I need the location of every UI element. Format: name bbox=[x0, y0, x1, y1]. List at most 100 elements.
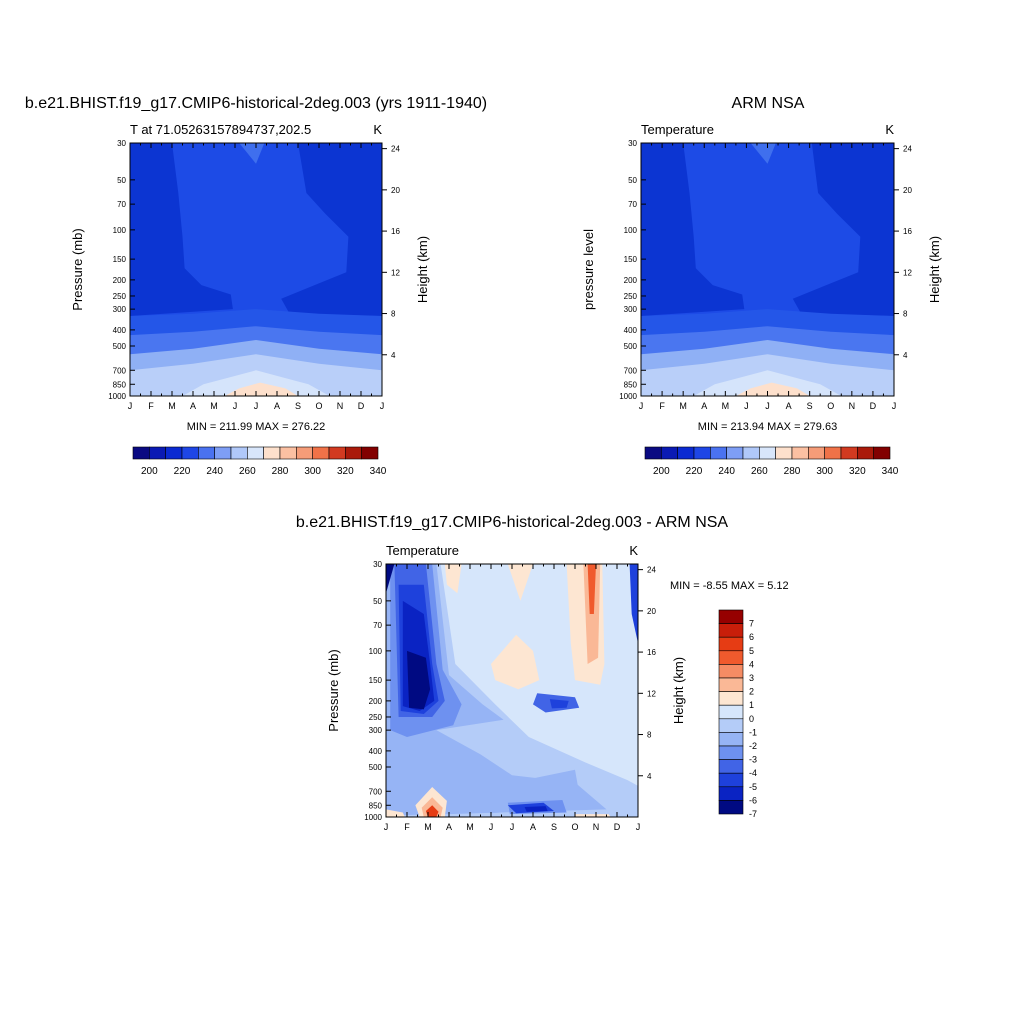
x-tick-label: J bbox=[233, 401, 238, 411]
colorbar-label: 4 bbox=[749, 659, 754, 669]
colorbar-box bbox=[214, 446, 232, 460]
colorbar-box bbox=[718, 609, 744, 624]
temperature-band bbox=[182, 370, 330, 396]
difference-contour bbox=[549, 699, 569, 709]
y-tick-label: 100 bbox=[624, 226, 638, 235]
y-tick-label: 250 bbox=[369, 713, 383, 722]
y2-tick-label: 16 bbox=[391, 227, 400, 236]
x-tick-label: F bbox=[404, 822, 410, 832]
y-tick-label: 500 bbox=[624, 342, 638, 351]
y2-axis-label: Height (km) bbox=[671, 657, 686, 724]
x-tick-label: J bbox=[384, 822, 389, 832]
chart-panel-2: J F M A M J J A S O N D J 30 50 70 100 150 200 250 300 400 500… bbox=[581, 95, 942, 477]
y2-tick-label: 16 bbox=[903, 227, 912, 236]
y-tick-label: 50 bbox=[117, 176, 126, 185]
contour-field bbox=[386, 564, 638, 817]
x-tick-label: J bbox=[380, 401, 385, 411]
colorbar-box bbox=[198, 446, 215, 460]
colorbar-box bbox=[165, 446, 183, 460]
y-tick-label: 850 bbox=[624, 380, 638, 389]
x-tick-label: M bbox=[679, 401, 687, 411]
y2-tick-label: 20 bbox=[647, 607, 656, 616]
colorbar-box bbox=[718, 650, 744, 665]
y-tick-label: 150 bbox=[624, 255, 638, 264]
colorbar-label: 300 bbox=[816, 466, 833, 477]
x-tick-label: J bbox=[636, 822, 641, 832]
colorbar-box bbox=[661, 446, 678, 460]
difference-contour bbox=[444, 564, 462, 594]
y-tick-label: 400 bbox=[369, 747, 383, 756]
colorbar-label: -1 bbox=[749, 727, 757, 737]
colorbar-label: 280 bbox=[784, 466, 801, 477]
x-tick-label: A bbox=[190, 401, 196, 411]
colorbar-box bbox=[718, 732, 744, 747]
colorbar-label: 300 bbox=[304, 466, 321, 477]
min-max-stats: MIN = 211.99 MAX = 276.22 bbox=[187, 421, 326, 433]
y-tick-label: 250 bbox=[624, 292, 638, 301]
min-max-stats: MIN = -8.55 MAX = 5.12 bbox=[670, 580, 789, 592]
colorbar-label: 200 bbox=[653, 466, 670, 477]
y-tick-label: 50 bbox=[628, 176, 637, 185]
y2-tick-label: 20 bbox=[391, 186, 400, 195]
colorbar-label: 220 bbox=[174, 466, 191, 477]
y-tick-label: 1000 bbox=[364, 813, 382, 822]
x-tick-label: S bbox=[807, 401, 813, 411]
colorbar-label: -4 bbox=[749, 768, 757, 778]
colorbar-box bbox=[132, 446, 150, 460]
y2-tick-label: 24 bbox=[647, 566, 656, 575]
colorbar-label: 320 bbox=[337, 466, 354, 477]
colorbar-label: 220 bbox=[686, 466, 703, 477]
colorbar-box bbox=[296, 446, 313, 460]
difference-contour bbox=[575, 814, 611, 817]
y-tick-label: 1000 bbox=[108, 392, 126, 401]
x-tick-label: S bbox=[551, 822, 557, 832]
colorbar-box bbox=[824, 446, 842, 460]
chart-title: b.e21.BHIST.f19_g17.CMIP6-historical-2de… bbox=[25, 95, 487, 112]
colorbar-box bbox=[710, 446, 727, 460]
x-tick-label: A bbox=[530, 822, 536, 832]
colorbar-box bbox=[230, 446, 248, 460]
y2-tick-label: 12 bbox=[391, 268, 400, 277]
colorbar-label: 340 bbox=[370, 466, 387, 477]
colorbar-box bbox=[718, 718, 744, 733]
colorbar-label: 3 bbox=[749, 673, 754, 683]
y-tick-label: 100 bbox=[369, 647, 383, 656]
colorbar-box bbox=[247, 446, 264, 460]
notch-top bbox=[750, 143, 776, 164]
colorbar-box bbox=[873, 446, 891, 460]
colorbar-box bbox=[791, 446, 809, 460]
cold-region-winter-late bbox=[281, 143, 382, 316]
chart-title: b.e21.BHIST.f19_g17.CMIP6-historical-2de… bbox=[296, 514, 729, 531]
x-tick-label: O bbox=[571, 822, 578, 832]
colorbar-label: -6 bbox=[749, 795, 757, 805]
y-tick-label: 30 bbox=[373, 560, 382, 569]
colorbar-label: 340 bbox=[882, 466, 899, 477]
temperature-band bbox=[735, 382, 810, 396]
y-tick-label: 850 bbox=[369, 801, 383, 810]
contour-field bbox=[641, 143, 894, 396]
x-tick-label: D bbox=[870, 401, 877, 411]
difference-contour bbox=[407, 650, 431, 710]
y2-tick-label: 24 bbox=[903, 145, 912, 154]
right-string: K bbox=[885, 122, 894, 137]
left-string: Temperature bbox=[641, 122, 714, 137]
colorbar-label: -2 bbox=[749, 741, 757, 751]
chart-panel-3: J F M A M J J A S O N D J305070100150200250300400500… bbox=[296, 514, 789, 832]
difference-contour bbox=[386, 809, 405, 817]
colorbar-box bbox=[328, 446, 346, 460]
colorbar-label: -5 bbox=[749, 782, 757, 792]
cold-region-winter-early bbox=[641, 143, 745, 316]
x-tick-label: N bbox=[849, 401, 856, 411]
y2-tick-label: 16 bbox=[647, 648, 656, 657]
colorbar-label: 6 bbox=[749, 632, 754, 642]
difference-contour bbox=[386, 564, 607, 816]
colorbar-box bbox=[361, 446, 379, 460]
colorbar-label: 260 bbox=[239, 466, 256, 477]
x-tick-label: A bbox=[446, 822, 452, 832]
colorbar-box bbox=[718, 636, 744, 652]
y-tick-label: 300 bbox=[113, 305, 127, 314]
y2-tick-label: 12 bbox=[647, 689, 656, 698]
x-tick-label: O bbox=[827, 401, 834, 411]
y-tick-label: 70 bbox=[628, 200, 637, 209]
colorbar-label: 200 bbox=[141, 466, 158, 477]
